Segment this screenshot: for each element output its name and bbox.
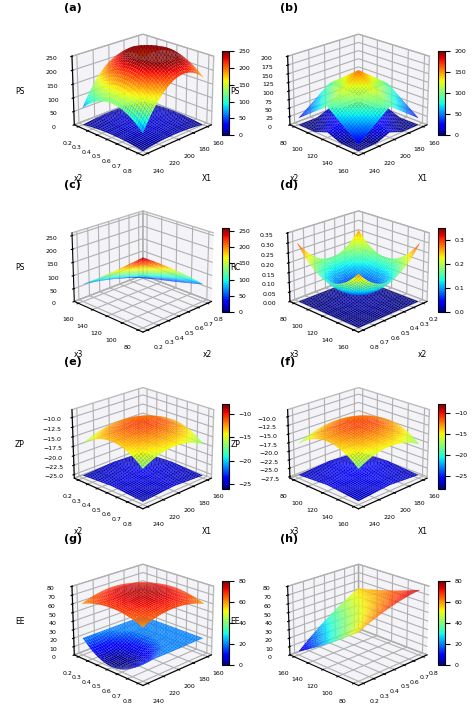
Y-axis label: x3: x3 — [290, 351, 299, 359]
X-axis label: X1: X1 — [418, 527, 428, 536]
Y-axis label: x2: x2 — [74, 527, 83, 536]
X-axis label: X1: X1 — [418, 174, 428, 182]
Text: (h): (h) — [280, 534, 298, 543]
Text: (b): (b) — [280, 4, 298, 13]
X-axis label: X1: X1 — [202, 174, 212, 182]
X-axis label: x2: x2 — [418, 351, 427, 359]
X-axis label: x2: x2 — [202, 351, 211, 359]
Text: (e): (e) — [64, 357, 82, 367]
Y-axis label: x3: x3 — [290, 527, 299, 536]
Text: (d): (d) — [280, 180, 298, 190]
Y-axis label: x2: x2 — [74, 174, 83, 182]
Text: (g): (g) — [64, 534, 82, 543]
Y-axis label: x2: x2 — [290, 174, 299, 182]
Text: (a): (a) — [64, 4, 82, 13]
Text: (f): (f) — [280, 357, 295, 367]
X-axis label: X1: X1 — [202, 527, 212, 536]
Y-axis label: x3: x3 — [74, 351, 83, 359]
Text: (c): (c) — [64, 180, 81, 190]
